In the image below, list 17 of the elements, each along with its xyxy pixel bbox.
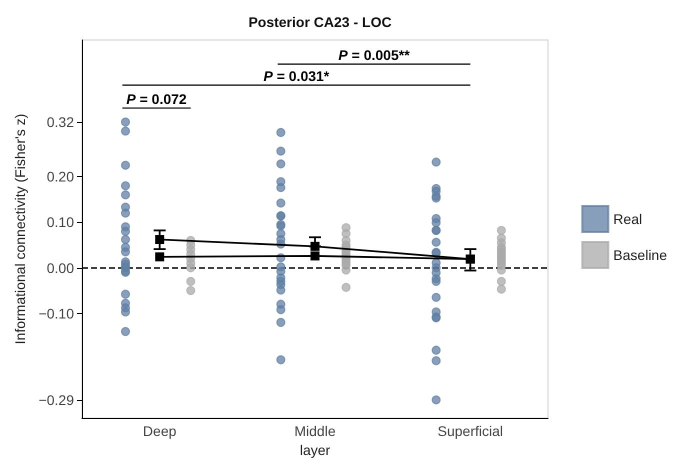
annotation: P = 0.072 <box>126 91 187 108</box>
legend-label: Real <box>613 211 642 227</box>
y-tick-label: 0.32 <box>46 114 74 130</box>
y-tick-label: −0.29 <box>38 392 74 408</box>
chart-title: Posterior CA23 - LOC <box>248 14 392 30</box>
y-tick-label: −0.10 <box>38 305 74 322</box>
y-tick-label: 0.20 <box>46 168 74 185</box>
y-tick-label: 0.00 <box>46 260 74 276</box>
annotation: P = 0.005** <box>338 47 410 64</box>
y-axis-title: Informational connectivity (Fisher's z) <box>12 114 28 344</box>
y-tick-label: 0.10 <box>46 214 74 230</box>
legend-label: Baseline <box>613 247 668 263</box>
x-tick-label: Deep <box>142 423 177 440</box>
x-axis-title: layer <box>300 442 331 458</box>
x-tick-label: Middle <box>294 423 336 440</box>
annotation: P = 0.031* <box>263 68 330 84</box>
x-tick-label: Superficial <box>438 423 504 440</box>
